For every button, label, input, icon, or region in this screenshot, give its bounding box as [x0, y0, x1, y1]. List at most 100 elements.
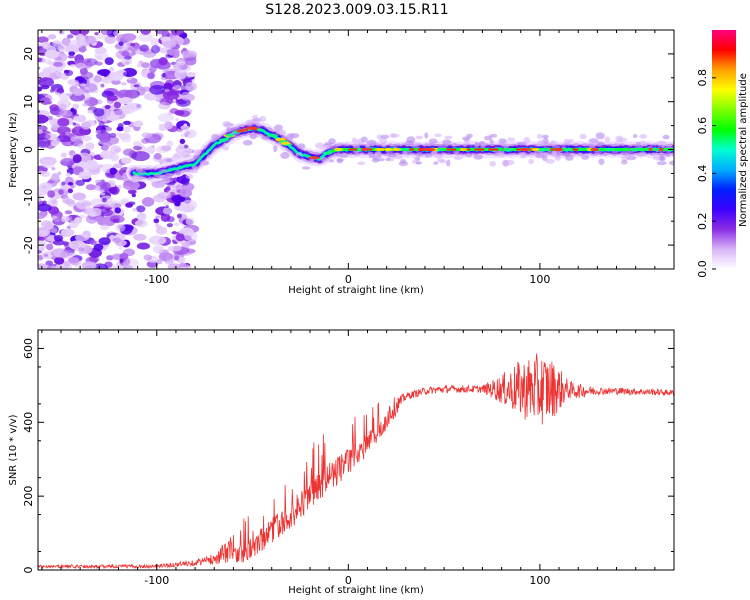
noise-cell: [109, 132, 117, 138]
noise-cell: [70, 107, 75, 113]
noise-cell: [140, 30, 152, 35]
noise-cell: [159, 37, 166, 41]
halo-cell: [617, 137, 628, 143]
noise-cell: [74, 233, 90, 242]
noise-cell: [116, 34, 131, 44]
halo-cell: [424, 132, 429, 139]
noise-cell: [171, 30, 184, 36]
halo-cell: [652, 155, 662, 161]
noise-cell: [67, 188, 74, 194]
y-tick-label: 600: [22, 338, 35, 359]
ridge-peak-cell: [459, 147, 468, 152]
halo-cell: [621, 155, 629, 161]
halo-cell: [222, 120, 232, 128]
ridge-peak-cell: [539, 147, 551, 152]
noise-cell: [39, 210, 48, 217]
halo-cell: [249, 132, 257, 140]
halo-cell: [173, 152, 184, 158]
noise-cell: [130, 43, 136, 47]
noise-cell: [143, 254, 153, 261]
noise-cell: [133, 120, 144, 128]
halo-cell: [444, 135, 453, 140]
halo-cell: [520, 151, 527, 159]
ridge-peak-cell: [651, 147, 660, 152]
halo-cell: [669, 160, 674, 166]
halo-cell: [385, 157, 391, 162]
noise-cell: [100, 30, 113, 36]
noise-cell: [123, 120, 132, 125]
noise-cell: [38, 263, 51, 269]
halo-cell: [543, 152, 549, 156]
noise-cell: [74, 83, 81, 87]
noise-cell: [51, 215, 58, 220]
noise-cell: [72, 154, 82, 164]
ridge-peak-cell: [520, 147, 531, 152]
halo-cell: [551, 150, 557, 155]
colorbar-tick-label: 0.2: [696, 212, 709, 230]
ridge-peak-cell: [627, 147, 640, 152]
noise-cell: [85, 184, 96, 191]
ridge-peak-cell: [322, 151, 333, 155]
noise-cell: [167, 263, 182, 269]
noise-cell: [60, 215, 70, 223]
halo-cell: [360, 136, 368, 143]
noise-cell: [49, 266, 57, 269]
noise-cell: [60, 152, 68, 158]
halo-cell: [320, 156, 328, 162]
colorbar: 0.0 0.2 0.4 0.6 0.8 Normalized spectral ampl…: [696, 30, 749, 278]
halo-cell: [424, 153, 432, 158]
halo-cell: [315, 142, 325, 150]
halo-cell: [568, 138, 574, 143]
halo-cell: [153, 173, 162, 178]
noise-cell: [87, 160, 99, 170]
halo-cell: [261, 135, 271, 140]
halo-cell: [376, 158, 385, 162]
spectrogram-heatmap: [38, 30, 674, 269]
noise-cell: [58, 109, 73, 118]
noise-cell: [166, 216, 175, 223]
noise-cell: [162, 40, 177, 49]
halo-cell: [433, 155, 443, 159]
y-tick-label: -20: [22, 236, 35, 254]
noise-cell: [65, 131, 71, 136]
noise-cell: [149, 65, 157, 73]
noise-cell: [158, 252, 174, 262]
noise-cell: [180, 125, 190, 131]
noise-cell: [52, 137, 61, 145]
noise-cell: [175, 196, 183, 204]
halo-cell: [498, 150, 505, 158]
noise-cell: [65, 172, 71, 177]
noise-cell: [103, 142, 113, 147]
noise-cell: [173, 245, 182, 251]
noise-cell: [38, 203, 52, 212]
noise-cell: [156, 259, 163, 265]
noise-cell: [179, 262, 187, 268]
colorbar-tick-label: 0.6: [696, 117, 709, 135]
y-tick-label: 200: [22, 486, 35, 507]
halo-cell: [351, 137, 358, 143]
noise-cell: [64, 199, 75, 205]
halo-cell: [278, 129, 287, 136]
halo-cell: [159, 169, 169, 173]
noise-cell: [122, 71, 130, 77]
noise-cell: [60, 158, 75, 167]
noise-cell: [134, 219, 148, 228]
halo-cell: [436, 158, 445, 162]
noise-cell: [166, 47, 180, 56]
noise-cell: [151, 179, 166, 189]
noise-cell: [165, 186, 171, 191]
halo-cell: [579, 133, 587, 140]
noise-cell: [56, 92, 60, 96]
noise-cell: [109, 145, 121, 154]
noise-cell: [53, 234, 64, 242]
noise-cell: [171, 231, 178, 235]
noise-cell: [108, 186, 118, 195]
noise-cell: [140, 62, 150, 69]
noise-cell: [38, 137, 51, 148]
noise-cell: [47, 34, 57, 40]
noise-cell: [56, 87, 65, 94]
halo-cell: [628, 150, 634, 154]
halo-cell: [392, 144, 398, 149]
halo-cell: [545, 158, 555, 164]
noise-cell: [135, 50, 140, 55]
